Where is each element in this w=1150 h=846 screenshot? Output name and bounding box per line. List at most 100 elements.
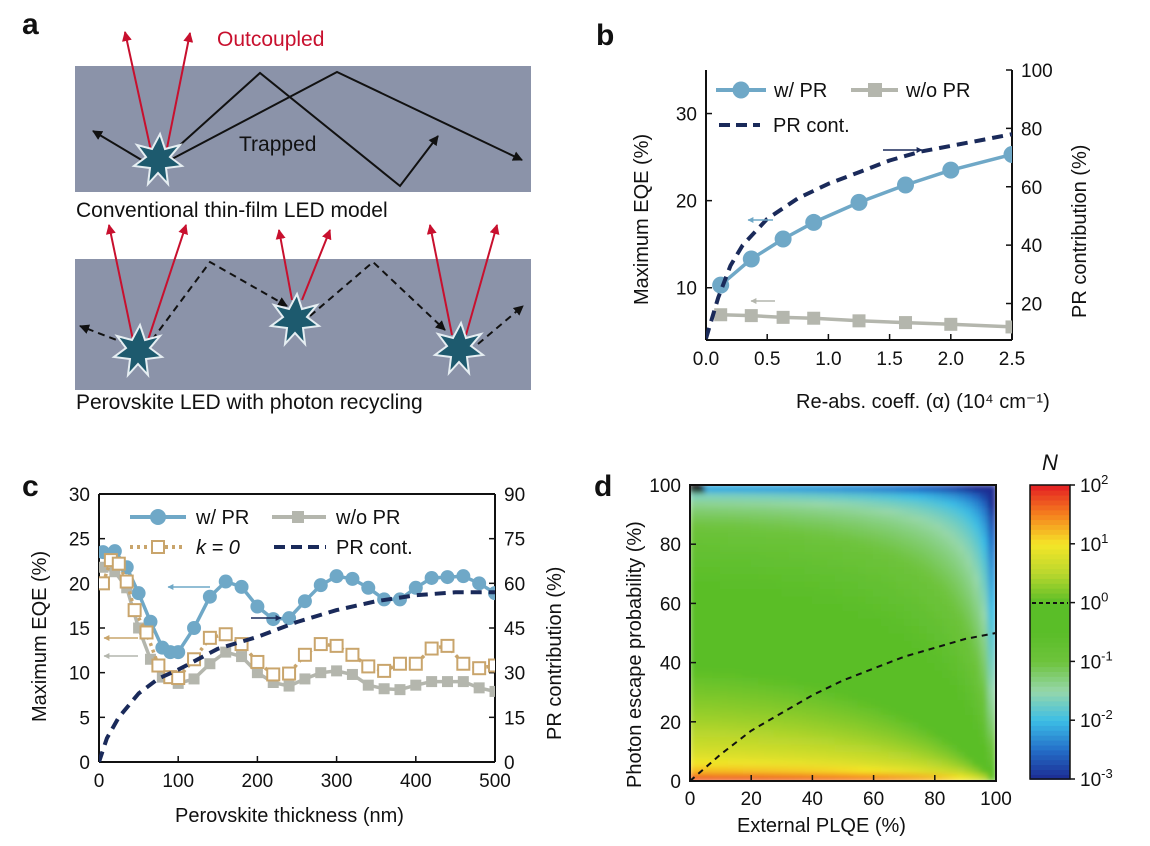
point-w-pr: [456, 569, 471, 584]
heatmap-cell: [964, 602, 974, 612]
heatmap-cell: [911, 684, 921, 693]
heatmap-cell: [788, 743, 798, 752]
heatmap-cell: [690, 750, 699, 760]
heatmap-cell: [987, 491, 996, 501]
heatmap-cell: [857, 580, 867, 590]
heatmap-cell: [781, 706, 791, 715]
heatmap-cell: [972, 736, 982, 745]
heatmap-cell: [911, 706, 921, 715]
heatmap-cell: [704, 536, 714, 545]
heatmap-cell: [972, 758, 982, 767]
heatmap-cell: [850, 721, 859, 730]
heatmap-cell: [735, 684, 745, 693]
heatmap-cell: [865, 595, 875, 604]
heatmap-cell: [788, 580, 798, 590]
heatmap-cell: [888, 528, 898, 538]
heatmap-cell: [934, 736, 944, 745]
heatmap-cell: [727, 610, 737, 619]
heatmap-cell: [727, 499, 737, 508]
heatmap-cell: [788, 506, 798, 516]
heatmap-cell: [765, 521, 775, 530]
heatmap-cell: [819, 528, 829, 538]
heatmap-cell: [888, 669, 898, 678]
heatmap-cell: [987, 669, 996, 678]
heatmap-cell: [765, 669, 775, 678]
heatmap-cell: [773, 647, 783, 656]
x-tick-label: 0: [94, 771, 105, 792]
heatmap-cell: [712, 514, 722, 523]
heatmap-cell: [690, 706, 699, 715]
heatmap-cell: [957, 699, 966, 708]
heatmap-cell: [758, 699, 768, 708]
heatmap-cell: [987, 713, 996, 723]
heatmap-cell: [827, 521, 836, 530]
heatmap-cell: [888, 691, 898, 701]
heatmap-cell: [819, 610, 829, 619]
colorbar-cell: [1030, 558, 1070, 565]
heatmap-cell: [727, 551, 737, 560]
point-w-pr: [361, 580, 376, 595]
heatmap-cell: [827, 669, 836, 678]
point-w-o-pr: [346, 668, 358, 680]
heatmap-cell: [873, 485, 882, 493]
colorbar-cell: [1030, 739, 1070, 746]
heatmap-cell: [765, 699, 775, 708]
heatmap-cell: [980, 765, 989, 775]
heatmap-cell: [911, 588, 921, 597]
heatmap-cell: [781, 691, 791, 701]
heatmap-cell: [926, 654, 936, 664]
heatmap-cell: [758, 528, 768, 538]
point-w-o-pr: [944, 317, 958, 331]
heatmap-cell: [712, 736, 722, 745]
heatmap-cell: [888, 713, 898, 723]
heatmap-cell: [765, 662, 775, 671]
point-k-0: [99, 576, 110, 591]
heatmap-cell: [827, 654, 836, 664]
heatmap-cell: [949, 551, 959, 560]
heatmap-cell: [918, 773, 928, 781]
heatmap-cell: [827, 588, 836, 597]
heatmap-cell: [735, 543, 745, 553]
heatmap-cell: [758, 536, 768, 545]
contour-n-1: [689, 632, 997, 782]
heatmap-cell: [895, 617, 905, 627]
heatmap-cell: [796, 543, 806, 553]
heatmap-cell: [911, 543, 921, 553]
heatmap-cell: [735, 654, 745, 664]
heatmap-cell: [980, 669, 989, 678]
heatmap-cell: [911, 602, 921, 612]
heatmap-cell: [720, 639, 729, 649]
heatmap-cell: [941, 558, 951, 567]
heatmap-cell: [690, 669, 699, 678]
heatmap-cell: [819, 713, 829, 723]
heatmap-cell: [697, 713, 706, 723]
heatmap-cell: [980, 758, 989, 767]
heatmap-cell: [712, 499, 722, 508]
heatmap-cell: [827, 528, 836, 538]
outcoupled-ray: [301, 229, 332, 301]
heatmap-cell: [720, 595, 729, 604]
heatmap-cell: [804, 676, 813, 686]
heatmap-cell: [773, 662, 783, 671]
heatmap-cell: [811, 521, 821, 530]
heatmap-cell: [712, 625, 722, 634]
heatmap-cell: [980, 506, 989, 516]
heatmap-cell: [987, 647, 996, 656]
heatmap-cell: [949, 514, 959, 523]
heatmap-cell: [850, 514, 859, 523]
heatmap-cell: [873, 721, 882, 730]
heatmap-cell: [781, 647, 791, 656]
heatmap-cell: [735, 750, 745, 760]
heatmap-cell: [926, 528, 936, 538]
heatmap-cell: [895, 551, 905, 560]
colorbar-tick-label: 101: [1080, 531, 1108, 556]
heatmap-cell: [720, 706, 729, 715]
heatmap-cell: [865, 713, 875, 723]
heatmap-cell: [903, 654, 913, 664]
heatmap-cell: [788, 617, 798, 627]
heatmap-cell: [735, 558, 745, 567]
colorbar-tick-exponent: -2: [1101, 707, 1113, 722]
heatmap-cell: [980, 743, 989, 752]
heatmap-cell: [842, 491, 852, 501]
heatmap-cell: [926, 588, 936, 597]
